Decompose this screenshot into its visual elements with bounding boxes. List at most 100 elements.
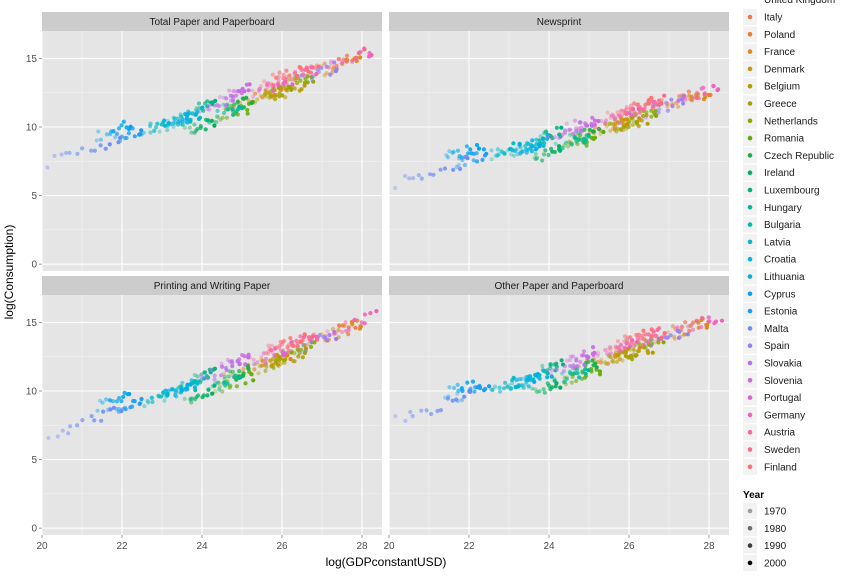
data-point	[586, 132, 591, 138]
data-point	[198, 109, 203, 114]
data-point	[262, 79, 267, 84]
data-point	[116, 140, 121, 145]
data-point	[460, 157, 465, 163]
data-point	[68, 424, 73, 429]
data-point	[98, 143, 103, 148]
data-point	[60, 428, 65, 433]
data-point	[137, 401, 142, 406]
legend-label: Sweden	[764, 445, 800, 456]
data-point	[95, 408, 100, 413]
data-point	[574, 356, 579, 361]
data-point	[641, 113, 646, 119]
data-point	[604, 124, 609, 129]
data-point	[165, 118, 170, 124]
data-point	[657, 98, 662, 103]
data-point	[369, 53, 374, 58]
data-point	[268, 83, 274, 88]
data-point	[75, 423, 80, 428]
data-point	[472, 389, 477, 394]
data-point	[89, 148, 94, 153]
data-point	[577, 120, 582, 125]
data-point	[200, 395, 205, 400]
data-point	[574, 378, 579, 384]
data-point	[636, 339, 641, 344]
legend-swatch	[747, 153, 753, 158]
data-point	[590, 358, 595, 363]
x-tick-label: 28	[356, 541, 368, 552]
data-point	[222, 376, 227, 381]
data-point	[668, 333, 673, 338]
data-point	[662, 93, 667, 98]
data-point	[245, 107, 250, 113]
data-point	[554, 125, 560, 130]
data-point	[118, 135, 123, 140]
data-point	[632, 348, 637, 353]
data-point	[171, 124, 176, 129]
data-point	[252, 367, 257, 372]
data-point	[548, 372, 553, 377]
legend-label: Denmark	[764, 64, 806, 75]
data-point	[540, 363, 545, 368]
data-point	[546, 368, 551, 373]
legend-label: Cyprus	[764, 289, 796, 300]
data-point	[561, 369, 567, 374]
data-point	[545, 371, 550, 376]
data-point	[336, 328, 341, 333]
data-point	[333, 69, 339, 74]
data-point	[557, 135, 562, 140]
data-point	[574, 128, 579, 134]
data-point	[573, 136, 578, 141]
data-point	[243, 381, 248, 386]
panel-background	[42, 31, 382, 271]
data-point	[238, 375, 243, 380]
data-point	[187, 125, 192, 130]
data-point	[202, 370, 208, 375]
data-point	[618, 127, 624, 132]
data-point	[665, 108, 671, 113]
legend-swatch	[747, 170, 753, 175]
legend-swatch	[747, 32, 753, 37]
data-point	[575, 364, 580, 369]
data-point	[212, 123, 217, 128]
data-point	[80, 418, 85, 423]
legend-swatch	[747, 412, 753, 418]
data-point	[694, 90, 700, 95]
data-point	[602, 360, 608, 365]
data-point	[636, 348, 641, 354]
data-point	[581, 353, 586, 358]
data-point	[206, 119, 211, 124]
data-point	[566, 128, 571, 133]
data-point	[571, 363, 576, 368]
x-axis-label: log(GDPconstantUSD)	[326, 555, 447, 569]
data-point	[659, 335, 664, 340]
data-point	[207, 120, 212, 125]
data-point	[116, 126, 122, 131]
data-point	[706, 315, 711, 320]
data-point	[173, 393, 178, 398]
data-point	[127, 391, 132, 397]
data-point	[344, 58, 349, 63]
data-point	[459, 398, 465, 403]
data-point	[298, 349, 303, 354]
data-point	[256, 371, 261, 376]
data-point	[292, 86, 297, 91]
data-point	[298, 78, 303, 83]
data-point	[681, 94, 686, 99]
data-point	[468, 386, 473, 391]
facet-panel: Total Paper and Paperboard	[41, 12, 382, 271]
y-tick-label: 0	[31, 260, 37, 271]
x-tick-label: 24	[543, 541, 555, 552]
legend-swatch	[747, 83, 753, 89]
legend-swatch	[747, 222, 753, 227]
data-point	[532, 379, 537, 384]
data-point	[164, 123, 170, 128]
data-point	[570, 354, 576, 359]
y-tick-label: 15	[26, 54, 38, 65]
data-point	[554, 367, 560, 372]
data-point	[517, 377, 523, 382]
data-point	[501, 386, 506, 391]
data-point	[604, 361, 609, 366]
data-point	[575, 371, 580, 376]
data-point	[612, 116, 617, 122]
data-point	[185, 382, 190, 387]
